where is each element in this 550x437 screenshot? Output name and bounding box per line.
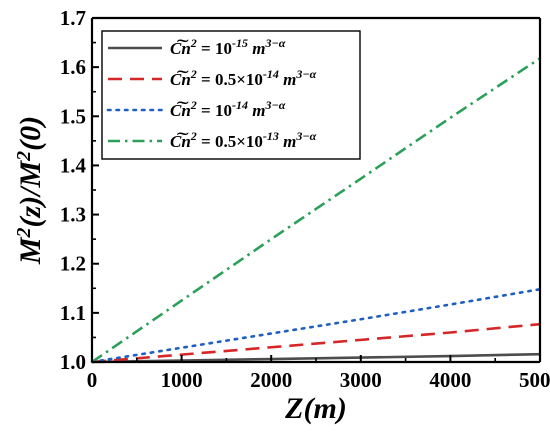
legend-entry: C͠n2​ = 0.5×10-13​ m3−α​	[108, 129, 317, 151]
x-tick-label: 2000	[250, 368, 292, 392]
y-tick-label: 1.2	[60, 252, 86, 276]
legend-label: C͠n2​ = 0.5×10-14​ m3−α​	[170, 67, 317, 89]
legend-label: C͠n2​ = 0.5×10-13​ m3−α​	[170, 129, 317, 151]
legend-box	[101, 30, 361, 160]
y-tick-label: 1.0	[60, 350, 86, 374]
x-tick-label: 4000	[429, 368, 471, 392]
legend-entry: C͠n2​ = 10-15​ m3−α​	[108, 36, 286, 58]
series-line-4	[91, 57, 541, 364]
y-tick-label: 1.7	[60, 6, 86, 30]
legend: C͠n2​ = 10-15​ m3−α​ C͠n2​ = 0.5×10-14​ m…	[101, 30, 361, 160]
x-axis-title: Z(m)	[284, 392, 347, 425]
x-tick-label: 5000	[519, 368, 550, 392]
legend-entry: C͠n2​ = 10-14​ m3−α​	[106, 98, 286, 120]
series-layer	[90, 57, 542, 364]
y-tick-label: 1.1	[60, 301, 86, 325]
y-tick-label: 1.3	[60, 203, 86, 227]
y-tick-label: 1.5	[60, 104, 86, 128]
x-tick-label: 0	[87, 368, 98, 392]
x-tick-label: 3000	[340, 368, 382, 392]
legend-entry: C͠n2​ = 0.5×10-14​ m3−α​	[108, 67, 317, 89]
tick-marks	[91, 17, 541, 363]
y-tick-label: 1.4	[60, 153, 87, 177]
y-axis-title: M2(z)/M2(0)	[13, 116, 47, 265]
series-line-2	[91, 322, 541, 364]
tick-labels: 0 1000 2000 3000 4000 5000 1.0 1.1 1.2 1.3 1.4 1.5 1…	[60, 6, 550, 392]
x-tick-label: 1000	[161, 368, 203, 392]
series-line-3	[90, 287, 542, 364]
legend-label: C͠n2​ = 10-14​ m3−α​	[170, 98, 286, 120]
legend-label: C͠n2​ = 10-15​ m3−α​	[170, 36, 286, 58]
y-tick-label: 1.6	[60, 55, 86, 79]
